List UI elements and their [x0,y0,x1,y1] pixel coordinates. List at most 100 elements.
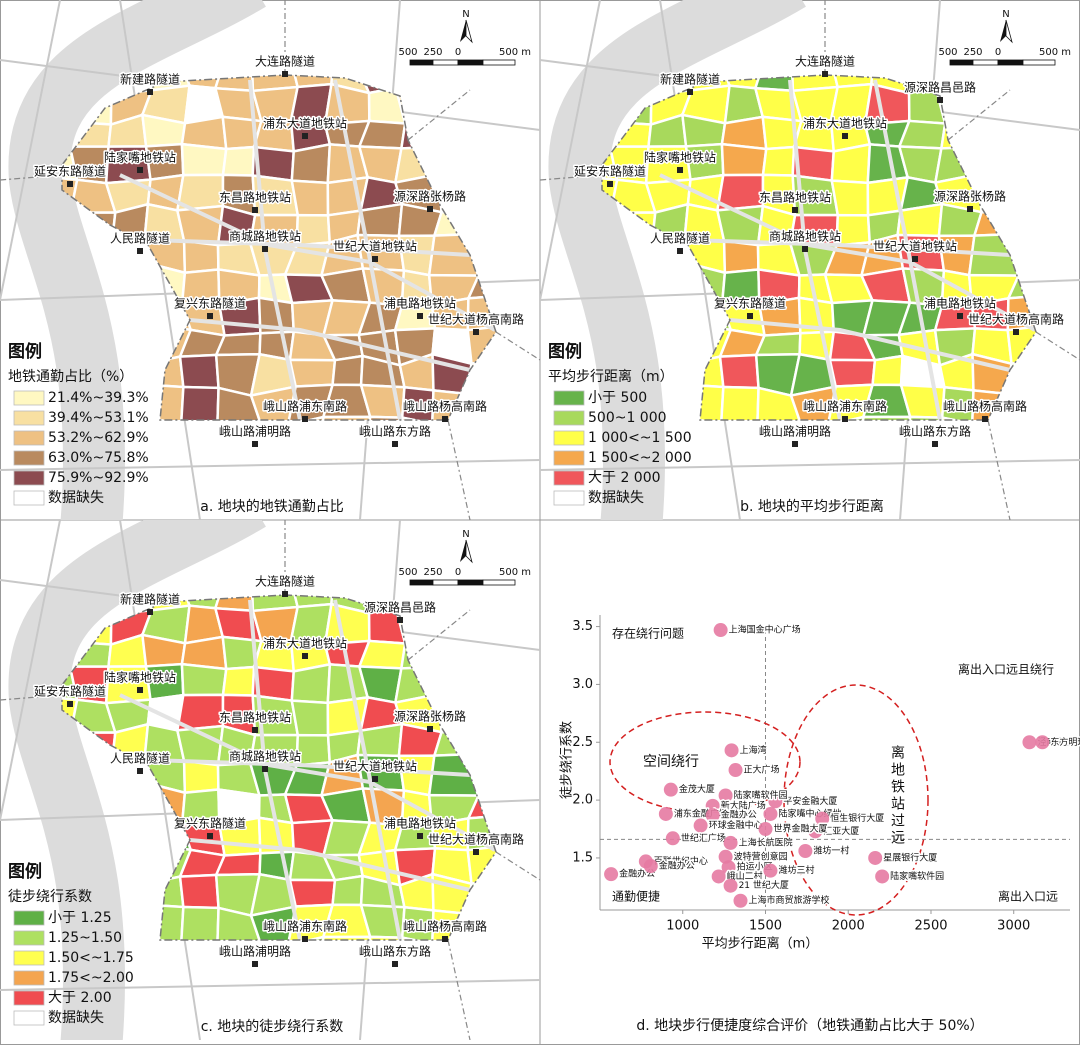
street [0,979,540,991]
station-marker [792,441,798,447]
point [875,869,890,884]
block [682,383,725,420]
station-marker [372,256,378,262]
block [467,668,496,707]
point-label: 金融办公 [659,860,695,872]
point-label: 金融办公 [721,809,757,821]
block [182,239,220,275]
block [722,239,760,275]
legend-swatch [13,910,45,926]
station-marker [302,936,308,942]
y-axis-label: 徒步绕行系数 [560,721,575,799]
scale-label: 500 m [499,567,531,578]
block [180,662,228,697]
scale-segment [457,579,484,586]
block [288,878,337,908]
panel-caption: b. 地块的平均步行距离 [740,498,884,515]
station-marker [252,727,258,733]
legend-label: 大于 2.00 [48,990,112,1006]
annotation: 离地铁站过远 [889,744,905,847]
legend-swatch [553,390,585,406]
block [905,415,944,420]
major-road [689,238,1011,257]
panel-caption: d. 地块步行便捷度综合评价（地铁通勤占比大于 50%） [636,1018,983,1034]
point-label: 世界金融大厦 [773,823,827,835]
block [830,179,870,217]
block [761,145,796,177]
block [295,733,332,767]
point-label: 上海湾 [740,744,767,756]
street [0,520,61,821]
street [0,459,540,471]
x-tick-label: 1500 [749,919,782,934]
station-label: 峨山路浦明路 [219,424,291,439]
block [322,415,372,420]
outer-road [1035,331,1080,361]
point-label: 汇亚大厦 [823,825,859,837]
station-label: 峨山路东方路 [359,944,431,959]
block [331,354,364,387]
major-road [729,318,1011,372]
legend-label: 1.75<~2.00 [48,970,134,986]
station-label: 延安东路隧道 [34,684,106,699]
station-marker [937,97,943,103]
legend-subtitle: 地铁通勤占比（%） [8,369,133,385]
block [432,730,476,757]
x-axis-label: 平均步行距离（m） [702,936,819,952]
major-road [189,838,471,892]
legend-label: 500~1 000 [588,410,667,426]
station-label: 浦东大道地铁站 [263,117,347,131]
station-label: 浦东大道地铁站 [263,637,347,651]
block [472,752,496,797]
station-label: 世纪大道地铁站 [333,240,417,254]
station-label: 源深路昌邑路 [364,600,436,615]
block [754,331,802,357]
point-label: 百联世纪中心 [654,855,708,867]
block [178,873,220,910]
block [288,358,337,388]
point-label: 恒生银行大厦 [830,812,884,824]
station-label: 世纪大道地铁站 [873,240,957,254]
station-label: 浦电路地铁站 [384,816,456,831]
station-label: 峨山路浦东南路 [263,919,347,934]
major-road [659,173,1036,332]
block [432,210,476,237]
point-label: 星展银行大厦 [883,851,937,863]
station-marker [392,961,398,967]
block [467,148,496,187]
block [221,665,256,697]
station-label: 陆家嘴地铁站 [104,670,176,685]
block [213,595,255,613]
street [540,0,601,301]
station-marker [137,768,143,774]
scale-segment [409,579,434,586]
point [604,867,619,882]
block [142,903,185,940]
point-label: 金茂大厦 [679,783,715,795]
station-label: 峨山路浦明路 [759,424,831,439]
legend-swatch [13,990,45,1006]
legend-swatch [553,450,585,466]
outer-road [540,174,603,181]
block [467,692,496,736]
station-label: 复兴东路隧道 [174,296,246,311]
legend-subtitle: 徒步绕行系数 [8,889,92,905]
block [972,210,1016,237]
block [365,415,404,420]
point [768,794,783,809]
station-label: 新建路隧道 [120,592,180,607]
station-marker [957,313,963,319]
major-road [333,79,402,420]
x-tick-label: 2000 [832,919,865,934]
station-marker [252,207,258,213]
point [815,811,830,826]
scale-label: 500 [938,47,957,58]
station-label: 峨山路浦明路 [219,944,291,959]
map-background [0,0,540,520]
station-marker [607,181,613,187]
major-road [149,238,471,257]
point-label: 平安金融大厦 [783,795,837,807]
station-label: 浦电路地铁站 [924,296,996,311]
